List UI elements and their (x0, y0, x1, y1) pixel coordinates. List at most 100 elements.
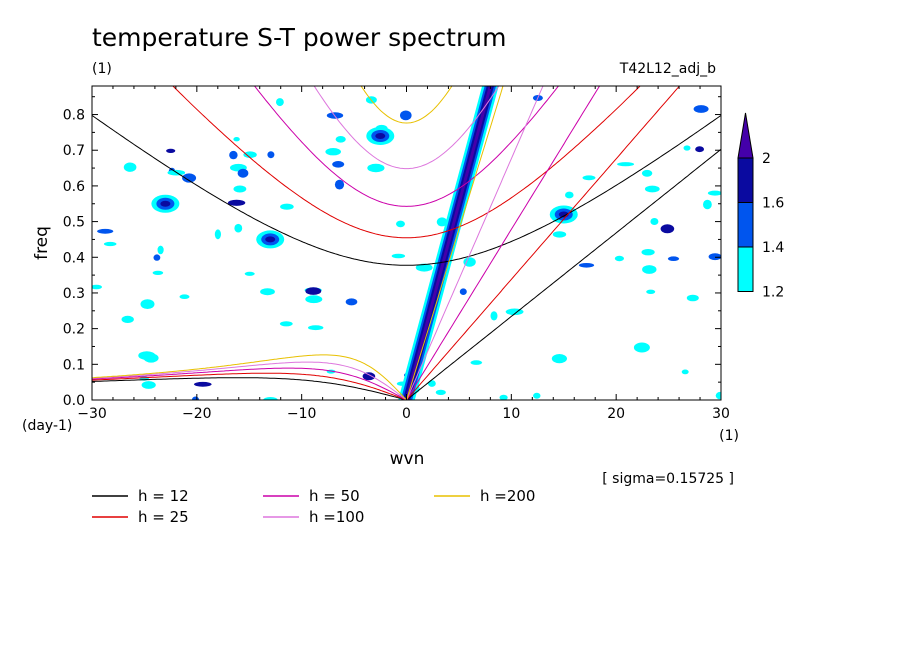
colorbar-segment (737, 202, 754, 248)
noise-blob (396, 220, 405, 228)
noise-blob (233, 137, 240, 142)
noise-blob (578, 263, 595, 268)
dispersion-curve (360, 86, 453, 124)
dispersion-curve (313, 86, 500, 170)
noise-blob (644, 185, 660, 193)
noise-blob (533, 392, 541, 399)
colorbar-arrow (737, 112, 754, 159)
noise-blob (362, 372, 376, 381)
y-tick-label: 0.5 (63, 215, 85, 231)
noise-blob (141, 381, 156, 389)
colorbar-segment (737, 246, 754, 292)
noise-blob (214, 229, 221, 240)
noise-blob (166, 148, 176, 153)
noise-blob (715, 391, 721, 400)
legend-label: h =200 (480, 487, 535, 505)
chart-title: temperature S-T power spectrum (92, 23, 506, 52)
noise-blob (121, 315, 134, 323)
noise-blob (280, 203, 294, 210)
noise-blob (305, 287, 322, 295)
y-tick-label: 0.6 (63, 179, 85, 195)
noise-blob (400, 110, 412, 121)
colorbar-label: 1.4 (762, 240, 784, 256)
colorbar-label: 1.2 (762, 285, 784, 301)
noise-blob (391, 253, 406, 259)
y-axis-label: freq (32, 226, 52, 260)
noise-blob (367, 163, 385, 173)
spectral-blob (160, 200, 171, 207)
spectral-blob (375, 132, 386, 139)
noise-blob (92, 284, 102, 290)
noise-blob (244, 271, 255, 276)
noise-blob (642, 265, 657, 274)
noise-blob (103, 241, 117, 247)
noise-blob (97, 228, 114, 234)
noise-blob (308, 325, 324, 331)
dispersion-curve (406, 86, 504, 400)
noise-blob (276, 98, 284, 107)
noise-blob (641, 169, 653, 177)
noise-blob (152, 270, 164, 275)
noise-blob (428, 380, 436, 387)
spectral-blob (265, 236, 276, 243)
y-tick-label: 0.7 (63, 143, 85, 159)
noise-blob (683, 145, 691, 151)
noise-blob (123, 162, 137, 172)
sigma-note: [ sigma=0.15725 ] (602, 471, 734, 487)
noise-blob (234, 223, 243, 233)
x-tick-label: 20 (607, 406, 625, 422)
noise-blob (435, 389, 446, 395)
dispersion-curve (253, 86, 560, 207)
dispersion-curve (406, 86, 601, 400)
noise-blob (243, 151, 257, 158)
noise-blob (260, 288, 275, 296)
noise-blob (686, 294, 699, 302)
x-tick-label: 0 (402, 406, 411, 422)
dispersion-curve (406, 86, 681, 400)
noise-blob (582, 175, 596, 181)
noise-blob (436, 217, 448, 227)
dispersion-curve (406, 148, 721, 400)
noise-blob (334, 179, 345, 190)
legend-label: h =100 (309, 508, 364, 526)
noise-blob (667, 256, 680, 262)
noise-blob (279, 321, 293, 327)
noise-blob (227, 199, 246, 206)
plot-frame (91, 85, 722, 401)
y-tick-label: 0.1 (63, 357, 85, 373)
noise-blob (459, 288, 467, 296)
legend-label: h = 25 (138, 508, 189, 526)
y-tick-label: 0.3 (63, 286, 85, 302)
y-tick-label: 0.2 (63, 322, 85, 338)
noise-blob (499, 394, 508, 400)
noise-blob (233, 185, 247, 193)
legend-label: h = 12 (138, 487, 189, 505)
legend-label: h = 50 (309, 487, 360, 505)
noise-blob (305, 295, 323, 304)
noise-blob (565, 191, 574, 199)
noise-blob (179, 294, 190, 300)
dispersion-curve (172, 86, 641, 239)
noise-blob (650, 218, 659, 225)
dispersion-curve (406, 86, 544, 400)
y-tick-label: 0.0 (63, 393, 85, 409)
noise-blob (153, 254, 161, 261)
noise-blob (157, 245, 164, 255)
noise-blob (335, 136, 346, 143)
noise-blob (693, 105, 709, 113)
noise-blob (614, 255, 625, 262)
title-unit: (1) (92, 61, 112, 77)
main-ridge (405, 86, 492, 400)
noise-blob (707, 190, 721, 196)
colorbar-segment (737, 157, 754, 203)
noise-blob (641, 249, 655, 256)
legend: h = 12 h = 25 h = 50 h =100 h =200 (92, 487, 535, 526)
y-tick-label: 0.8 (63, 108, 85, 124)
noise-blob (267, 151, 275, 159)
dispersion-curve (92, 377, 407, 400)
noise-blob (470, 360, 483, 365)
dispersion-curve (92, 372, 407, 400)
noise-blob (552, 231, 567, 238)
noise-blob (194, 381, 212, 387)
